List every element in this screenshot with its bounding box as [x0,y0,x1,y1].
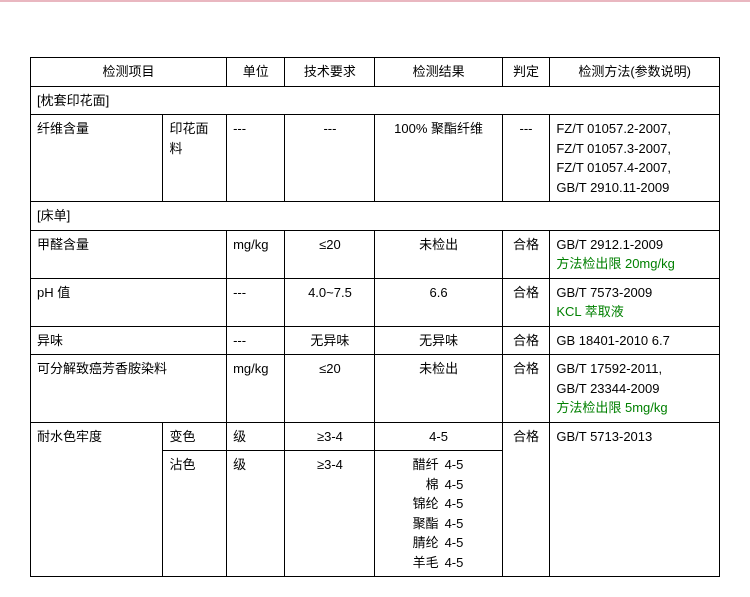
cell-fiber-unit: --- [227,115,285,202]
stain-val-6: 4-5 [439,553,473,573]
cell-fiber-method: FZ/T 01057.2-2007, FZ/T 01057.3-2007, FZ… [550,115,720,202]
stain-lbl-4: 聚酯 [405,514,439,534]
stain-val-3: 4-5 [439,494,473,514]
cell-ph-judge: 合格 [502,278,550,326]
row-formaldehyde: 甲醛含量 mg/kg ≤20 未检出 合格 GB/T 2912.1-2009 方… [31,230,720,278]
cell-wf-req2: ≥3-4 [285,451,375,577]
top-accent-line [0,0,750,2]
cell-wf-method: GB/T 5713-2013 [550,422,720,577]
section-pillowcase-title: [枕套印花面] [31,86,720,115]
cell-ph-result: 6.6 [375,278,502,326]
cell-amine-result: 未检出 [375,355,502,423]
cell-odor-method: GB 18401-2010 6.7 [550,326,720,355]
stain-val-5: 4-5 [439,533,473,553]
cell-wf-unit2: 级 [227,451,285,577]
cell-hcho-method: GB/T 2912.1-2009 方法检出限 20mg/kg [550,230,720,278]
stain-val-1: 4-5 [439,455,473,475]
hdr-unit: 单位 [227,58,285,87]
ph-method-l2: KCL 萃取液 [556,304,623,319]
row-amine: 可分解致癌芳香胺染料 mg/kg ≤20 未检出 合格 GB/T 17592-2… [31,355,720,423]
stain-val-4: 4-5 [439,514,473,534]
cell-fiber-req: --- [285,115,375,202]
cell-amine-req: ≤20 [285,355,375,423]
cell-fiber-sub: 印花面料 [163,115,227,202]
cell-hcho-req: ≤20 [285,230,375,278]
cell-wf-sub1: 变色 [163,422,227,451]
cell-wf-req1: ≥3-4 [285,422,375,451]
row-water-fastness-change: 耐水色牢度 变色 级 ≥3-4 4-5 合格 GB/T 5713-2013 [31,422,720,451]
cell-fiber-item: 纤维含量 [31,115,163,202]
cell-odor-item: 异味 [31,326,227,355]
test-report-table: 检测项目 单位 技术要求 检测结果 判定 检测方法(参数说明) [枕套印花面] … [30,57,720,577]
cell-wf-stain-list: 醋纤4-5 棉4-5 锦纶4-5 聚酯4-5 腈纶4-5 羊毛4-5 [375,451,502,577]
cell-odor-result: 无异味 [375,326,502,355]
section-pillowcase: [枕套印花面] [31,86,720,115]
cell-wf-unit1: 级 [227,422,285,451]
hdr-method: 检测方法(参数说明) [550,58,720,87]
amine-method-l1: GB/T 17592-2011, [556,361,662,376]
hcho-method-l1: GB/T 2912.1-2009 [556,237,663,252]
cell-hcho-result: 未检出 [375,230,502,278]
hdr-result: 检测结果 [375,58,502,87]
cell-amine-item: 可分解致癌芳香胺染料 [31,355,227,423]
amine-method-l3: 方法检出限 5mg/kg [556,400,667,415]
row-fiber: 纤维含量 印花面料 --- --- 100% 聚酯纤维 --- FZ/T 010… [31,115,720,202]
cell-hcho-item: 甲醛含量 [31,230,227,278]
hdr-req: 技术要求 [285,58,375,87]
amine-method-l2: GB/T 23344-2009 [556,381,659,396]
cell-ph-req: 4.0~7.5 [285,278,375,326]
hdr-item: 检测项目 [31,58,227,87]
section-bedsheet: [床单] [31,202,720,231]
stain-lbl-5: 腈纶 [405,533,439,553]
stain-val-2: 4-5 [439,475,473,495]
cell-wf-item: 耐水色牢度 [31,422,163,577]
stain-lbl-6: 羊毛 [405,553,439,573]
cell-ph-item: pH 值 [31,278,227,326]
section-bedsheet-title: [床单] [31,202,720,231]
cell-fiber-judge: --- [502,115,550,202]
stain-lbl-3: 锦纶 [405,494,439,514]
ph-method-l1: GB/T 7573-2009 [556,285,652,300]
row-ph: pH 值 --- 4.0~7.5 6.6 合格 GB/T 7573-2009 K… [31,278,720,326]
cell-odor-req: 无异味 [285,326,375,355]
cell-ph-method: GB/T 7573-2009 KCL 萃取液 [550,278,720,326]
cell-amine-judge: 合格 [502,355,550,423]
row-odor: 异味 --- 无异味 无异味 合格 GB 18401-2010 6.7 [31,326,720,355]
stain-lbl-2: 棉 [405,475,439,495]
header-row: 检测项目 单位 技术要求 检测结果 判定 检测方法(参数说明) [31,58,720,87]
cell-wf-result1: 4-5 [375,422,502,451]
cell-ph-unit: --- [227,278,285,326]
hdr-judge: 判定 [502,58,550,87]
cell-hcho-unit: mg/kg [227,230,285,278]
hcho-method-l2: 方法检出限 20mg/kg [556,256,674,271]
stain-lbl-1: 醋纤 [405,455,439,475]
cell-amine-unit: mg/kg [227,355,285,423]
cell-wf-sub2: 沾色 [163,451,227,577]
cell-fiber-result: 100% 聚酯纤维 [375,115,502,202]
cell-wf-judge: 合格 [502,422,550,577]
cell-hcho-judge: 合格 [502,230,550,278]
cell-amine-method: GB/T 17592-2011, GB/T 23344-2009 方法检出限 5… [550,355,720,423]
cell-odor-unit: --- [227,326,285,355]
cell-odor-judge: 合格 [502,326,550,355]
